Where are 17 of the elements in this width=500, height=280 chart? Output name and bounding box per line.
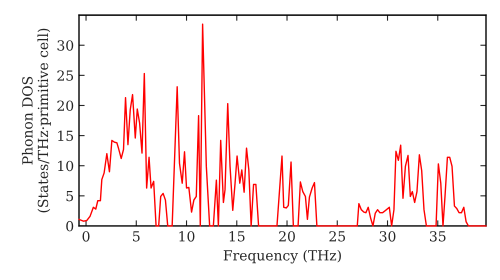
y-tick-label: 0 [66,220,74,232]
x-tick-label: 0 [82,231,90,242]
y-tick-label: 10 [58,160,74,172]
x-tick-label: 35 [430,231,446,242]
x-tick-label: 15 [230,231,245,242]
x-tick-label: 30 [380,231,396,242]
x-tick-label: 25 [329,231,346,242]
x-tick-label: 10 [179,231,194,242]
x-axis-title: Frequency (THz) [224,250,341,264]
y-tick-label: 25 [57,70,74,81]
x-tick-label: 5 [133,231,140,242]
y-tick-label: 15 [58,130,74,142]
y-tick-label: 5 [66,190,74,202]
y-axis-title: Phonon DOS (States/THz·primitive cell) [22,28,51,212]
x-tick-label: 20 [279,231,295,242]
y-tick-label: 30 [58,40,74,51]
y-tick-label: 20 [57,100,74,111]
